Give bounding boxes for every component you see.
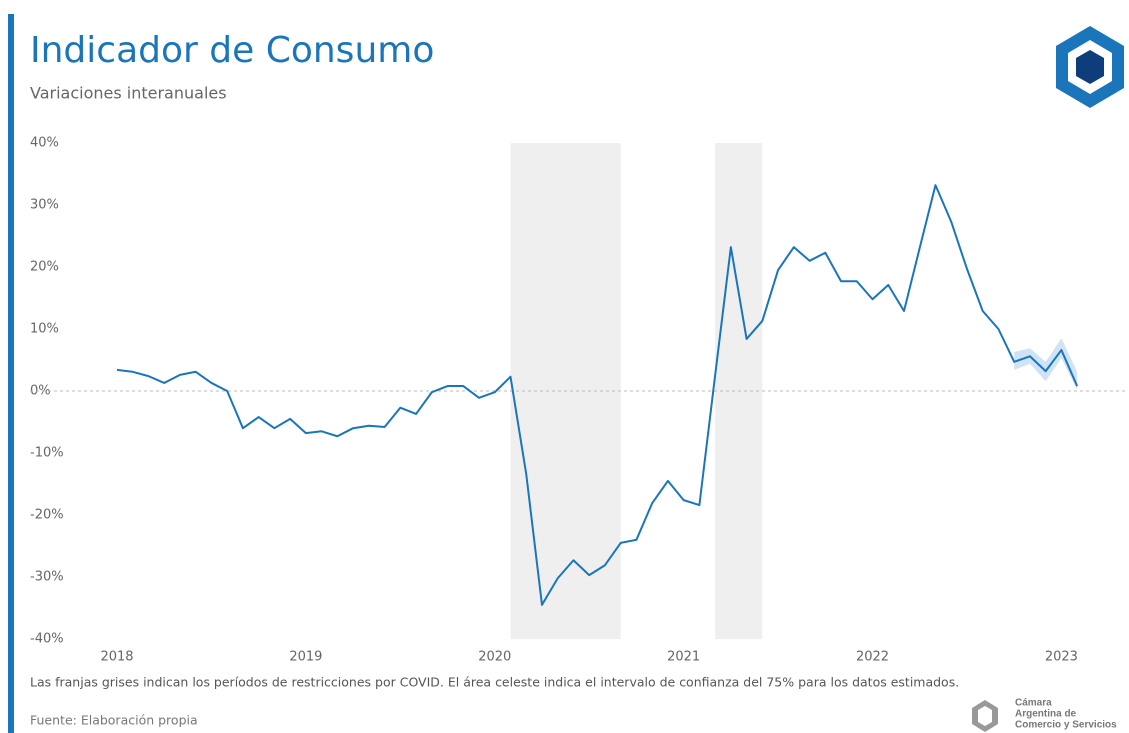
source: Fuente: Elaboración propia — [30, 713, 198, 728]
y-tick-label: -20% — [30, 508, 64, 523]
y-tick-label: -30% — [30, 570, 64, 585]
accent-bar — [8, 14, 14, 733]
note: Las franjas grises indican los períodos … — [30, 675, 959, 690]
y-tick-label: -10% — [30, 446, 64, 461]
y-tick-label: -40% — [30, 632, 64, 647]
x-tick-label: 2020 — [478, 650, 511, 665]
chart-title: Indicador de Consumo — [30, 30, 434, 71]
logo-text: Cámara — [1015, 698, 1052, 709]
y-tick-label: 20% — [30, 260, 59, 275]
x-tick-label: 2021 — [667, 650, 700, 665]
y-tick-label: 0% — [30, 384, 51, 399]
footer-logo: Cámara Argentina de Comercio y Servicios — [972, 698, 1117, 732]
line — [116, 184, 1079, 606]
logo — [1056, 26, 1124, 108]
y-tick-label: 40% — [30, 136, 59, 151]
chart-subtitle: Variaciones interanuales — [30, 84, 227, 103]
logo-text: Comercio y Servicios — [1015, 720, 1117, 731]
y-tick-label: 10% — [30, 322, 59, 337]
x-tick-label: 2023 — [1045, 650, 1078, 665]
x-tick-label: 2019 — [289, 650, 322, 665]
logo-text: Argentina de — [1015, 709, 1077, 720]
y-tick-label: 30% — [30, 198, 59, 213]
x-tick-label: 2022 — [856, 650, 889, 665]
x-tick-label: 2018 — [100, 650, 133, 665]
